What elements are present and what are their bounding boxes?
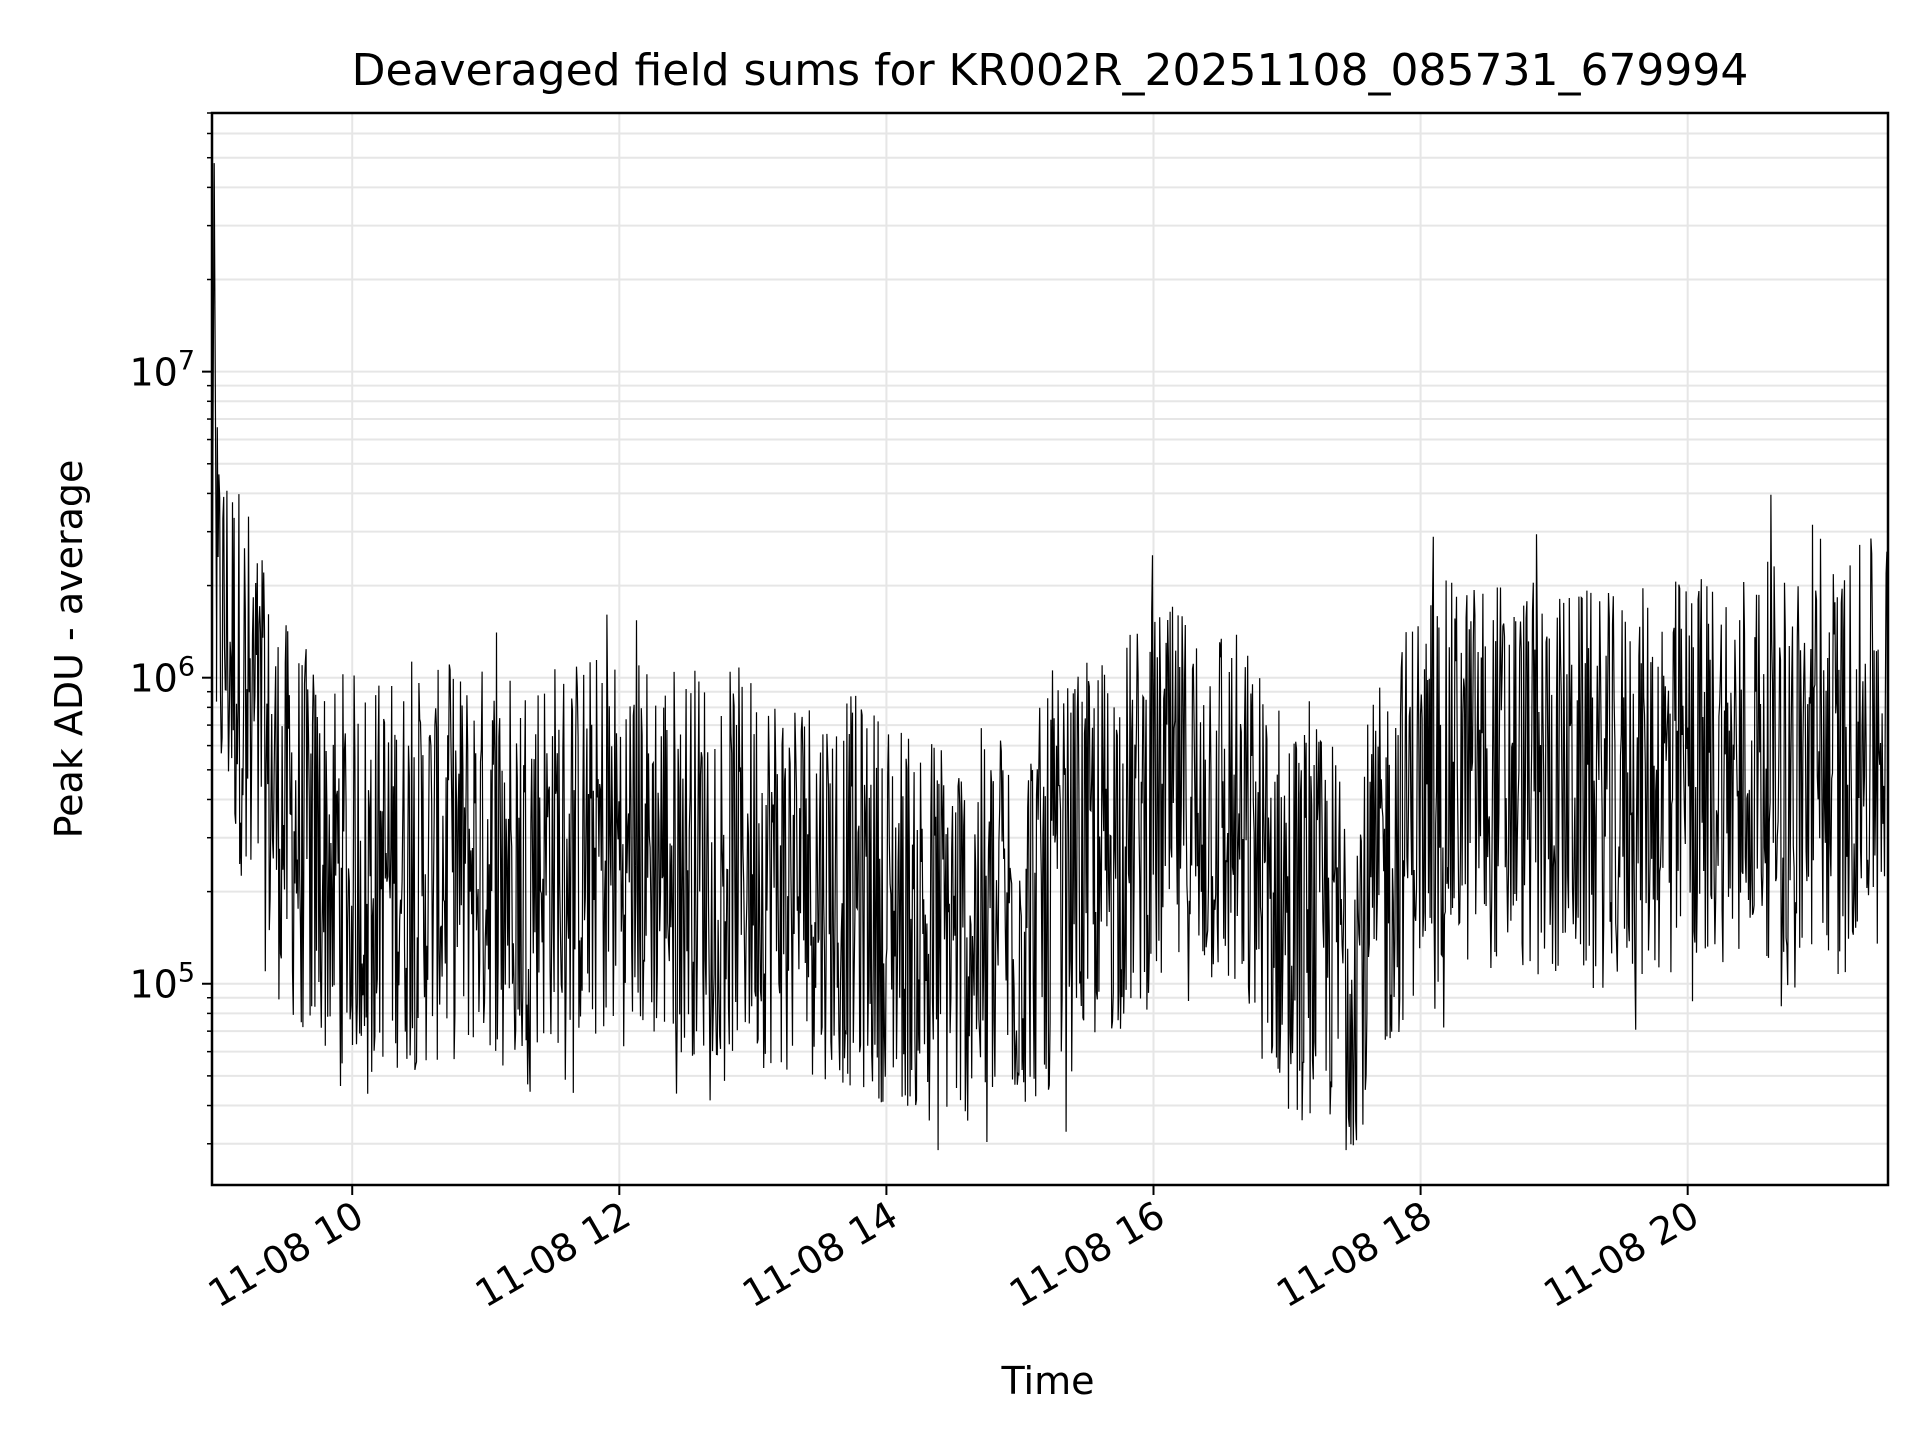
y-tick-label: 106 xyxy=(129,652,195,701)
y-tick-label-exponent: 7 xyxy=(178,346,195,377)
series-layer xyxy=(211,163,1889,1151)
series-line xyxy=(211,163,1889,1151)
y-tick-label: 105 xyxy=(129,958,195,1007)
y-tick-label-base: 10 xyxy=(129,351,177,395)
y-axis-label: Peak ADU - average xyxy=(47,460,91,839)
chart-title: Deaveraged field sums for KR002R_2025110… xyxy=(352,45,1749,96)
y-tick-label: 107 xyxy=(129,346,195,395)
y-tick-label-exponent: 6 xyxy=(178,652,195,683)
x-axis-label: Time xyxy=(1001,1359,1095,1403)
plot-frame xyxy=(210,111,1890,1187)
y-tick-label-base: 10 xyxy=(129,963,177,1007)
y-tick-label-exponent: 5 xyxy=(178,958,195,989)
y-tick-label-base: 10 xyxy=(129,657,177,701)
